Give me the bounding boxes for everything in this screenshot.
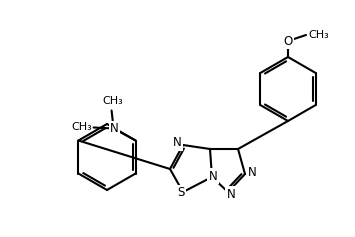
Text: N: N bbox=[226, 187, 235, 201]
Text: S: S bbox=[177, 187, 185, 200]
Text: N: N bbox=[248, 167, 256, 179]
Text: N: N bbox=[209, 169, 217, 182]
Text: CH₃: CH₃ bbox=[72, 123, 93, 132]
Text: N: N bbox=[110, 122, 119, 135]
Text: CH₃: CH₃ bbox=[102, 96, 123, 105]
Text: O: O bbox=[283, 35, 293, 47]
Text: N: N bbox=[173, 137, 181, 150]
Text: CH₃: CH₃ bbox=[308, 30, 329, 40]
